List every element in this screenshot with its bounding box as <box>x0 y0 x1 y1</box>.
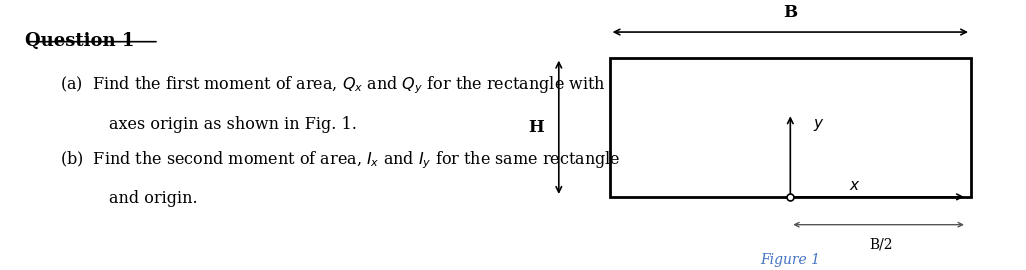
Text: (a)  Find the first moment of area, $Q_x$ and $Q_y$ for the rectangle with: (a) Find the first moment of area, $Q_x$… <box>61 75 605 96</box>
Bar <box>609 58 971 197</box>
Text: H: H <box>528 119 544 136</box>
Text: and origin.: and origin. <box>109 190 198 207</box>
Text: Figure 1: Figure 1 <box>760 252 821 266</box>
Text: $x$: $x$ <box>850 179 861 193</box>
Text: B/2: B/2 <box>869 238 893 252</box>
Text: axes origin as shown in Fig. 1.: axes origin as shown in Fig. 1. <box>109 116 357 133</box>
Text: B: B <box>783 4 797 21</box>
Text: (b)  Find the second moment of area, $I_x$ and $I_y$ for the same rectangle: (b) Find the second moment of area, $I_x… <box>61 150 621 171</box>
Text: Question 1: Question 1 <box>25 32 134 50</box>
Text: $y$: $y$ <box>813 117 824 133</box>
